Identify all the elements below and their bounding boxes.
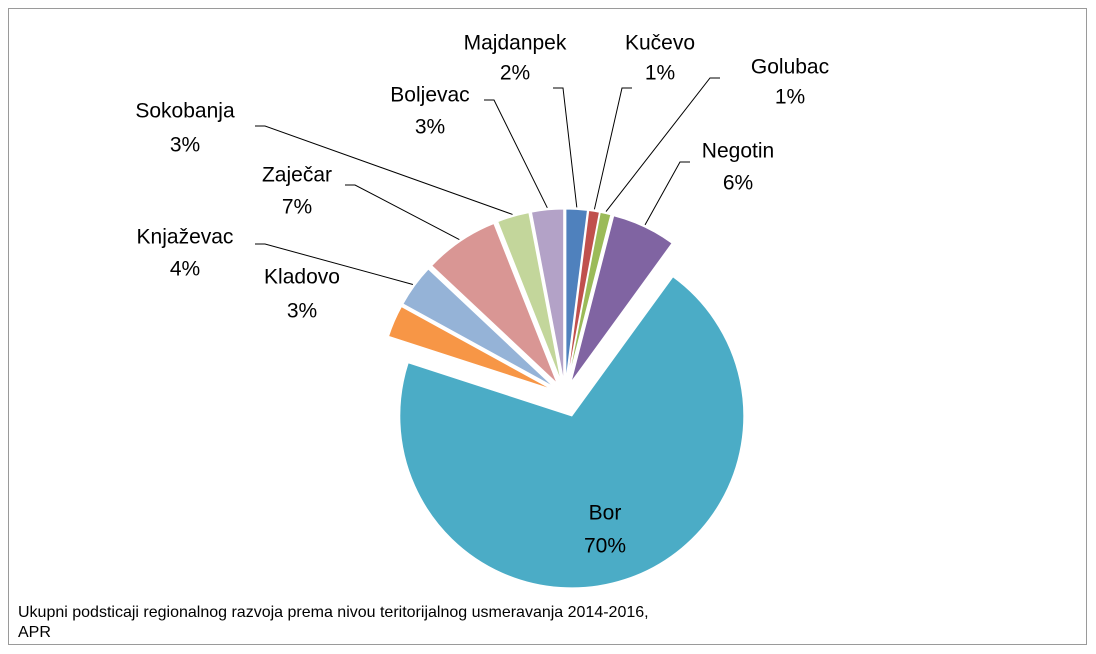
slice-label: Kučevo [625,32,695,55]
pie-slice [570,215,673,383]
leader-line [593,87,632,210]
slice-label: Boljevac [390,84,469,107]
slice-label: Negotin [702,140,774,163]
slice-label: Sokobanja [135,100,235,123]
pie-slice [567,211,612,382]
leader-line [345,184,460,240]
leader-line [484,99,548,209]
caption-line: APR [18,624,51,641]
pie-slice [565,208,588,382]
leader-line [553,87,578,208]
leader-line [605,77,720,212]
slice-value-label: 7% [282,196,312,219]
slice-value-label: 6% [723,172,753,195]
slice-value-label: 3% [287,300,317,323]
slice-value-label: 3% [415,116,445,139]
slice-label: Kladovo [264,266,340,289]
pie-slice [399,276,745,589]
slice-value-label: 1% [645,62,675,85]
pie-slice [530,208,565,382]
slice-value-label: 70% [584,535,626,558]
slice-label: Bor [589,502,622,525]
pie-slice [387,305,553,390]
slice-value-label: 1% [775,86,805,109]
slice-label: Zaječar [262,164,332,187]
leader-line [255,243,414,285]
pie-slice [402,268,555,388]
pie-slice [431,222,558,384]
slice-value-label: 3% [170,134,200,157]
leader-line [255,125,513,215]
slice-label: Knjaževac [137,226,234,249]
slice-value-label: 2% [500,62,530,85]
caption-line: Ukupni podsticaji regionalnog razvoja pr… [18,604,649,621]
pie-slice [566,209,601,382]
slice-label: Golubac [751,56,829,79]
slice-label: Majdanpek [464,32,567,55]
pie-slice [497,212,562,382]
slice-value-label: 4% [170,258,200,281]
leader-line [644,161,690,226]
